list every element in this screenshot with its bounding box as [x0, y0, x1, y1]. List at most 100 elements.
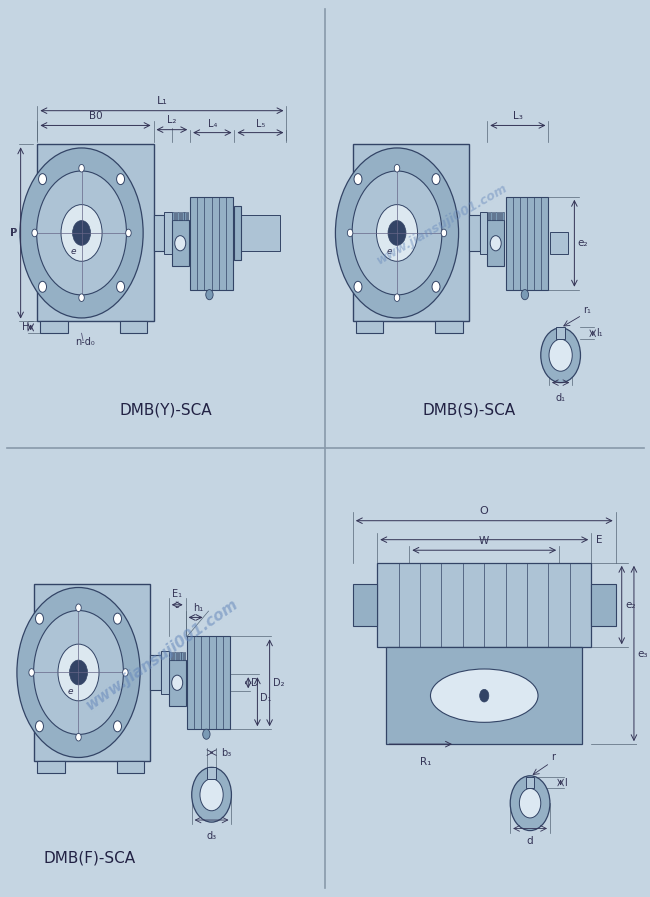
- Circle shape: [32, 229, 38, 237]
- Bar: [235, 206, 240, 259]
- Bar: [177, 652, 178, 659]
- Bar: [181, 652, 183, 659]
- Bar: [185, 213, 186, 220]
- Bar: [174, 652, 176, 659]
- Bar: [38, 761, 65, 773]
- Bar: [187, 213, 188, 220]
- Circle shape: [352, 171, 442, 295]
- Bar: [161, 651, 169, 693]
- Text: www.jiansuji001.com: www.jiansuji001.com: [374, 181, 510, 267]
- Text: n-d₀: n-d₀: [75, 336, 94, 346]
- Bar: [488, 213, 489, 220]
- Circle shape: [29, 668, 34, 676]
- Text: O: O: [480, 507, 489, 517]
- Text: E₁: E₁: [172, 589, 182, 599]
- Circle shape: [73, 221, 90, 246]
- Text: l₁: l₁: [596, 328, 603, 338]
- Bar: [207, 767, 216, 779]
- Circle shape: [395, 164, 400, 172]
- Bar: [550, 232, 568, 255]
- Text: d₃: d₃: [207, 831, 216, 840]
- Bar: [172, 220, 188, 266]
- Bar: [436, 321, 463, 334]
- Text: H: H: [22, 322, 29, 333]
- Circle shape: [395, 294, 400, 301]
- Circle shape: [541, 327, 580, 383]
- Text: B0: B0: [88, 111, 102, 121]
- Bar: [187, 636, 230, 729]
- Circle shape: [175, 236, 186, 251]
- Bar: [493, 213, 494, 220]
- Text: P: P: [10, 228, 16, 238]
- Text: d₁: d₁: [556, 393, 566, 403]
- Circle shape: [441, 229, 447, 237]
- Text: D: D: [252, 678, 259, 688]
- Bar: [488, 220, 504, 266]
- Circle shape: [17, 588, 140, 757]
- Circle shape: [116, 174, 125, 185]
- Circle shape: [20, 148, 143, 318]
- Bar: [179, 652, 181, 659]
- Text: L₂: L₂: [167, 116, 177, 126]
- Circle shape: [521, 290, 528, 300]
- Text: D₂: D₂: [273, 678, 284, 688]
- Circle shape: [490, 236, 501, 251]
- Text: DMB(S)-SCA: DMB(S)-SCA: [422, 403, 515, 417]
- Bar: [469, 215, 480, 250]
- Bar: [556, 327, 566, 339]
- Text: W: W: [479, 536, 489, 546]
- Bar: [177, 213, 179, 220]
- Text: e₃: e₃: [638, 649, 648, 658]
- Bar: [172, 652, 174, 659]
- Text: P: P: [11, 228, 18, 238]
- Circle shape: [36, 171, 127, 295]
- Circle shape: [192, 767, 231, 823]
- Circle shape: [76, 734, 81, 741]
- Circle shape: [172, 675, 183, 691]
- Text: L₃: L₃: [513, 111, 523, 121]
- Circle shape: [335, 148, 459, 318]
- Bar: [353, 144, 469, 321]
- Circle shape: [347, 229, 353, 237]
- Bar: [117, 761, 144, 773]
- Circle shape: [38, 174, 47, 185]
- Circle shape: [116, 282, 125, 292]
- Bar: [164, 212, 172, 254]
- Text: E: E: [596, 535, 603, 544]
- Circle shape: [203, 729, 210, 739]
- Text: R₁: R₁: [420, 757, 432, 767]
- Circle shape: [519, 788, 541, 818]
- Text: www.jiansuji001.com: www.jiansuji001.com: [84, 597, 241, 713]
- Text: e: e: [71, 247, 76, 256]
- Circle shape: [432, 174, 440, 185]
- Bar: [179, 213, 181, 220]
- Bar: [495, 213, 497, 220]
- Bar: [38, 144, 153, 321]
- Bar: [182, 213, 183, 220]
- Circle shape: [376, 205, 417, 261]
- Bar: [184, 652, 185, 659]
- Bar: [526, 777, 534, 788]
- Circle shape: [79, 294, 84, 301]
- Bar: [190, 196, 233, 290]
- Bar: [592, 584, 616, 626]
- Circle shape: [79, 164, 84, 172]
- Text: l: l: [564, 778, 566, 788]
- Circle shape: [114, 614, 122, 624]
- Circle shape: [354, 282, 362, 292]
- Bar: [175, 213, 176, 220]
- Bar: [235, 215, 280, 250]
- Bar: [153, 215, 164, 250]
- Bar: [40, 321, 68, 334]
- Circle shape: [58, 644, 99, 701]
- Circle shape: [480, 690, 489, 702]
- Bar: [500, 213, 501, 220]
- Bar: [506, 196, 549, 290]
- Text: h₁: h₁: [194, 603, 203, 614]
- Text: D₁: D₁: [261, 692, 272, 702]
- Bar: [169, 659, 186, 706]
- Circle shape: [200, 779, 223, 811]
- Bar: [490, 213, 492, 220]
- Bar: [502, 213, 504, 220]
- Text: r₁: r₁: [584, 305, 592, 315]
